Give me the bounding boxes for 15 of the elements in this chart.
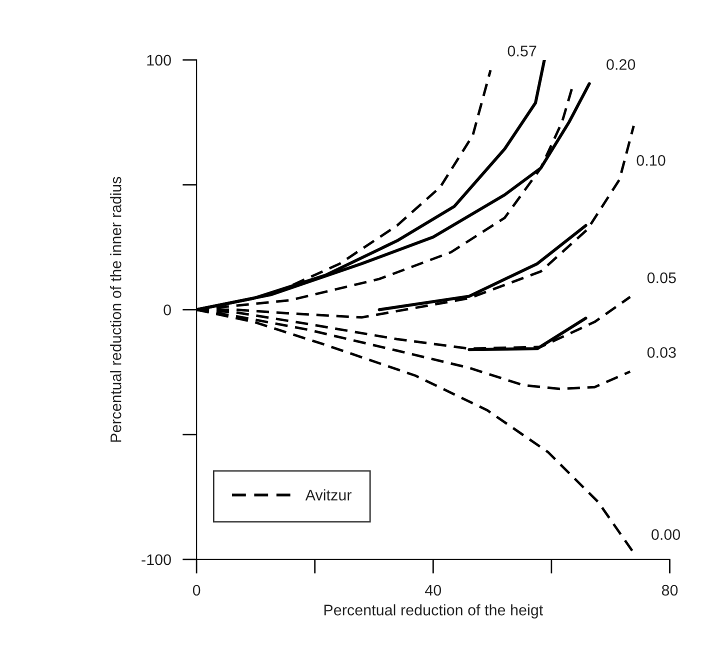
- annotation: 0.57: [508, 46, 536, 56]
- x-tick-label: 40: [425, 584, 442, 596]
- y-tick-label: 100: [147, 54, 171, 66]
- annotation: 0.03: [647, 347, 676, 358]
- x-axis-title: Percentual reduction of the heigt: [324, 604, 544, 618]
- annotation: 0.00: [652, 529, 680, 540]
- x-tick-label: 0: [192, 584, 200, 596]
- annotation: 0.10: [636, 155, 666, 166]
- annotation: 0.20: [606, 59, 636, 70]
- y-axis-title: Percentual reduction of the inner radius: [110, 176, 122, 442]
- annotation: 0.05: [647, 272, 676, 284]
- legend-label: Avitzur: [305, 489, 352, 500]
- y-tick-label: -100: [142, 554, 171, 566]
- y-tick-label: 0: [164, 304, 171, 316]
- x-tick-label: 80: [662, 584, 678, 596]
